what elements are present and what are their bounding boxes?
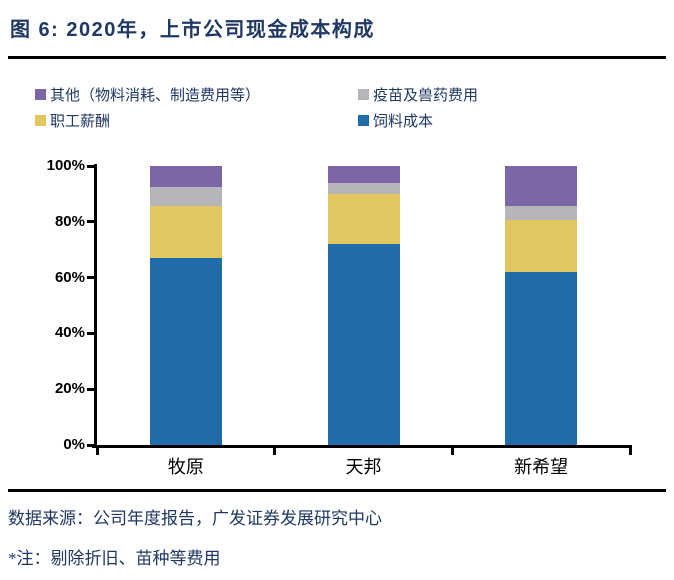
bars-container [97, 166, 630, 445]
x-axis-line [92, 445, 632, 448]
x-category-label: 牧原 [167, 457, 204, 477]
legend-item: 饲料成本 [358, 110, 478, 131]
legend-swatch-icon [35, 89, 46, 100]
bar-segment [327, 244, 400, 445]
stacked-bar [327, 166, 400, 445]
plot-area: 0% 20% 40% 60% 80% 100% 牧原 天邦 新希望 [47, 157, 632, 477]
footer-divider [8, 489, 666, 492]
y-tick-label: 80% [54, 212, 85, 230]
y-tick-label: 20% [54, 380, 85, 398]
legend-swatch-icon [358, 89, 369, 100]
bar-segment [505, 206, 578, 221]
bar-segment [327, 193, 400, 245]
bar-segment [149, 206, 222, 259]
bar-section [452, 166, 630, 445]
y-tick-mark [87, 443, 94, 447]
y-tick-mark [87, 276, 94, 280]
bar-segment [505, 166, 578, 207]
figure-title: 图 6: 2020年，上市公司现金成本构成 [10, 19, 375, 41]
x-category-label: 新希望 [514, 457, 569, 477]
legend-label: 其他（物料消耗、制造费用等） [50, 88, 261, 104]
legend-item: 职工薪酬 [35, 110, 358, 131]
stacked-bar [149, 166, 222, 445]
y-axis-line [94, 164, 97, 448]
y-tick-label: 40% [54, 324, 85, 342]
chart-legend: 其他（物料消耗、制造费用等） 疫苗及兽药费用职工薪酬 饲料成本 [35, 84, 478, 131]
y-tick-label: 60% [54, 268, 85, 286]
data-source-note: 数据来源：公司年度报告，广发证券发展研究中心 [8, 509, 382, 528]
x-tick-mark [95, 448, 99, 455]
bar-segment [505, 272, 578, 445]
legend-label: 疫苗及兽药费用 [373, 88, 479, 104]
bar-segment [327, 182, 400, 194]
bar-segment [149, 258, 222, 445]
bar-section [275, 166, 453, 445]
bar-segment [149, 186, 222, 207]
x-axis-labels: 牧原 天邦 新希望 [97, 453, 630, 479]
y-tick-mark [87, 387, 94, 391]
bar-segment [505, 220, 578, 273]
bar-segment [149, 166, 222, 187]
legend-swatch-icon [35, 115, 46, 126]
y-tick-label: 0% [63, 436, 85, 453]
bar-segment [327, 166, 400, 183]
legend-swatch-icon [358, 115, 369, 126]
stacked-bar [505, 166, 578, 445]
legend-item: 其他（物料消耗、制造费用等） [35, 84, 358, 105]
y-tick-label: 100% [46, 157, 85, 174]
footnote: *注：剔除折旧、苗种等费用 [8, 549, 221, 568]
x-tick-mark [273, 448, 277, 455]
x-tick-mark [450, 448, 454, 455]
y-tick-mark [87, 164, 94, 168]
legend-item: 疫苗及兽药费用 [358, 84, 478, 105]
y-tick-mark [87, 220, 94, 224]
x-category-label: 天邦 [345, 457, 382, 477]
y-axis-labels: 0% 20% 40% 60% 80% 100% [25, 157, 85, 453]
y-tick-mark [87, 331, 94, 335]
legend-label: 饲料成本 [373, 114, 434, 130]
bar-section [97, 166, 275, 445]
title-divider [8, 56, 666, 59]
legend-label: 职工薪酬 [50, 114, 111, 130]
x-tick-mark [628, 448, 632, 455]
